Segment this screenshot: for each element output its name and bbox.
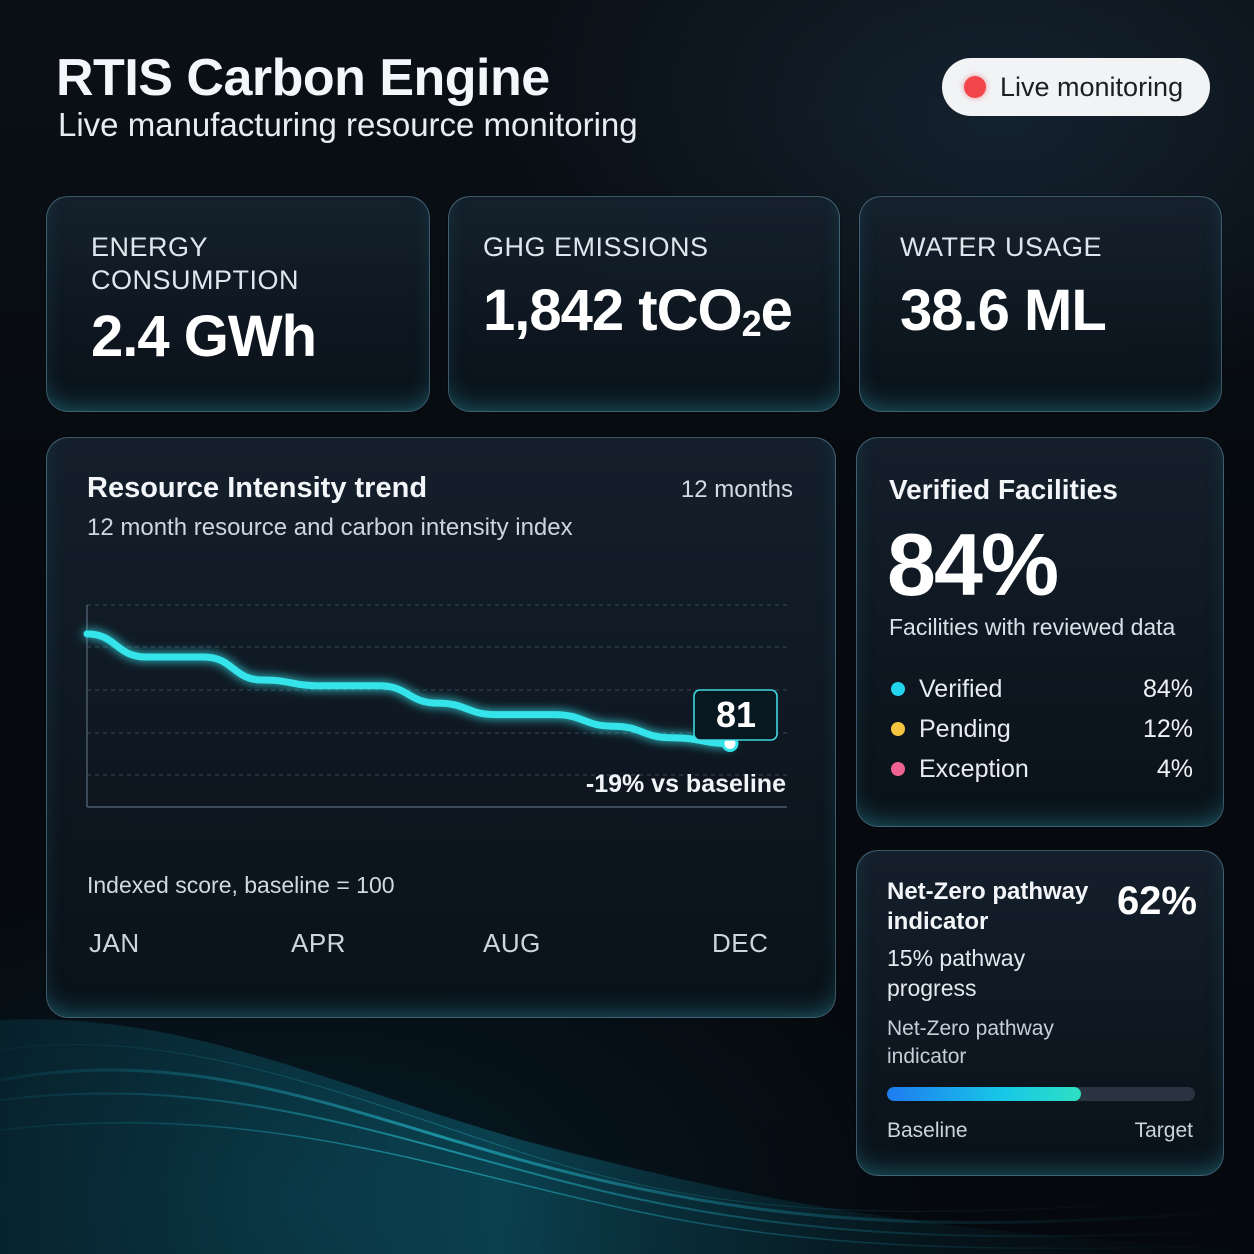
progress-end-label: Target <box>1134 1119 1193 1142</box>
kpi-ghg-value-subscript: 2 <box>741 303 762 344</box>
legend-value: 84% <box>1142 674 1193 703</box>
kpi-ghg-value-tail: e <box>760 278 793 343</box>
kpi-card-ghg[interactable]: GHG EMISSIONS 1,842 tCO2e <box>448 196 840 412</box>
baseline-delta-label: -19% vs baseline <box>586 770 786 798</box>
legend-name: Exception <box>919 754 1029 783</box>
net-zero-progress-fill <box>887 1087 1082 1101</box>
net-zero-progress-text: 15% pathway progress <box>887 945 1026 1001</box>
value-callout: 81 <box>693 689 778 741</box>
legend-item-pending: Pending 12% <box>891 714 1193 744</box>
net-zero-progress-track <box>887 1087 1195 1101</box>
app-title: RTIS Carbon Engine <box>56 49 550 107</box>
verified-facilities-card: Verified Facilities 84% Facilities with … <box>856 437 1224 827</box>
live-status-icon <box>964 76 986 98</box>
net-zero-title: Net-Zero pathway indicator <box>887 878 1089 935</box>
live-monitoring-button[interactable]: Live monitoring <box>942 58 1210 116</box>
kpi-water-value: 38.6 ML <box>900 278 1107 343</box>
trend-range-selector[interactable]: 12 months <box>680 476 793 503</box>
month-label-dec: DEC <box>712 928 769 958</box>
verified-percent: 84% <box>887 515 1059 614</box>
trend-footnote: Indexed score, baseline = 100 <box>87 872 395 898</box>
legend-name: Pending <box>919 714 1011 743</box>
background-waves <box>0 1019 1254 1254</box>
trend-subtitle: 12 month resource and carbon intensity i… <box>87 514 573 541</box>
verified-subtitle: Facilities with reviewed data <box>889 614 1176 640</box>
kpi-energy-label-line2: CONSUMPTION <box>91 265 299 295</box>
legend-item-exception: Exception 4% <box>891 754 1193 784</box>
month-label-apr: APR <box>291 928 346 958</box>
month-label-aug: AUG <box>483 928 541 958</box>
net-zero-bar-label: Net-Zero pathway indicator <box>887 1017 1054 1068</box>
legend-value: 12% <box>1142 714 1193 743</box>
legend-value: 4% <box>1156 754 1193 783</box>
live-monitoring-label: Live monitoring <box>1000 71 1184 102</box>
intensity-series-line <box>83 630 734 748</box>
kpi-card-water[interactable]: WATER USAGE 38.6 ML <box>859 196 1222 412</box>
trend-title: Resource Intensity trend <box>87 472 428 504</box>
trend-chart: 81 -19% vs baseline <box>83 604 787 808</box>
verified-title: Verified Facilities <box>889 474 1118 505</box>
month-label-jan: JAN <box>89 928 140 958</box>
kpi-water-label: WATER USAGE <box>900 232 1103 262</box>
legend-item-verified: Verified 84% <box>891 674 1193 704</box>
trend-card: Resource Intensity trend 12 months 12 mo… <box>46 437 836 1018</box>
kpi-ghg-value: 1,842 tCO2e <box>483 277 793 345</box>
exception-dot-icon <box>891 762 905 776</box>
legend-name: Verified <box>919 674 1003 703</box>
value-callout-label: 81 <box>716 694 756 735</box>
progress-start-label: Baseline <box>887 1119 968 1142</box>
verified-dot-icon <box>891 682 905 696</box>
app-subtitle: Live manufacturing resource monitoring <box>58 106 638 143</box>
kpi-energy-value: 2.4 GWh <box>91 304 317 369</box>
pending-dot-icon <box>891 722 905 736</box>
net-zero-card: Net-Zero pathway indicator 62% 15% pathw… <box>856 850 1224 1176</box>
kpi-ghg-value-main: 1,842 tCO <box>483 278 743 343</box>
value-callout-box <box>693 689 778 741</box>
kpi-ghg-label: GHG EMISSIONS <box>483 232 709 262</box>
kpi-energy-label: ENERGY CONSUMPTION <box>91 231 299 297</box>
net-zero-percent: 62% <box>1116 879 1197 923</box>
kpi-energy-label-line1: ENERGY <box>91 232 209 262</box>
kpi-card-energy[interactable]: ENERGY CONSUMPTION 2.4 GWh <box>46 196 430 412</box>
